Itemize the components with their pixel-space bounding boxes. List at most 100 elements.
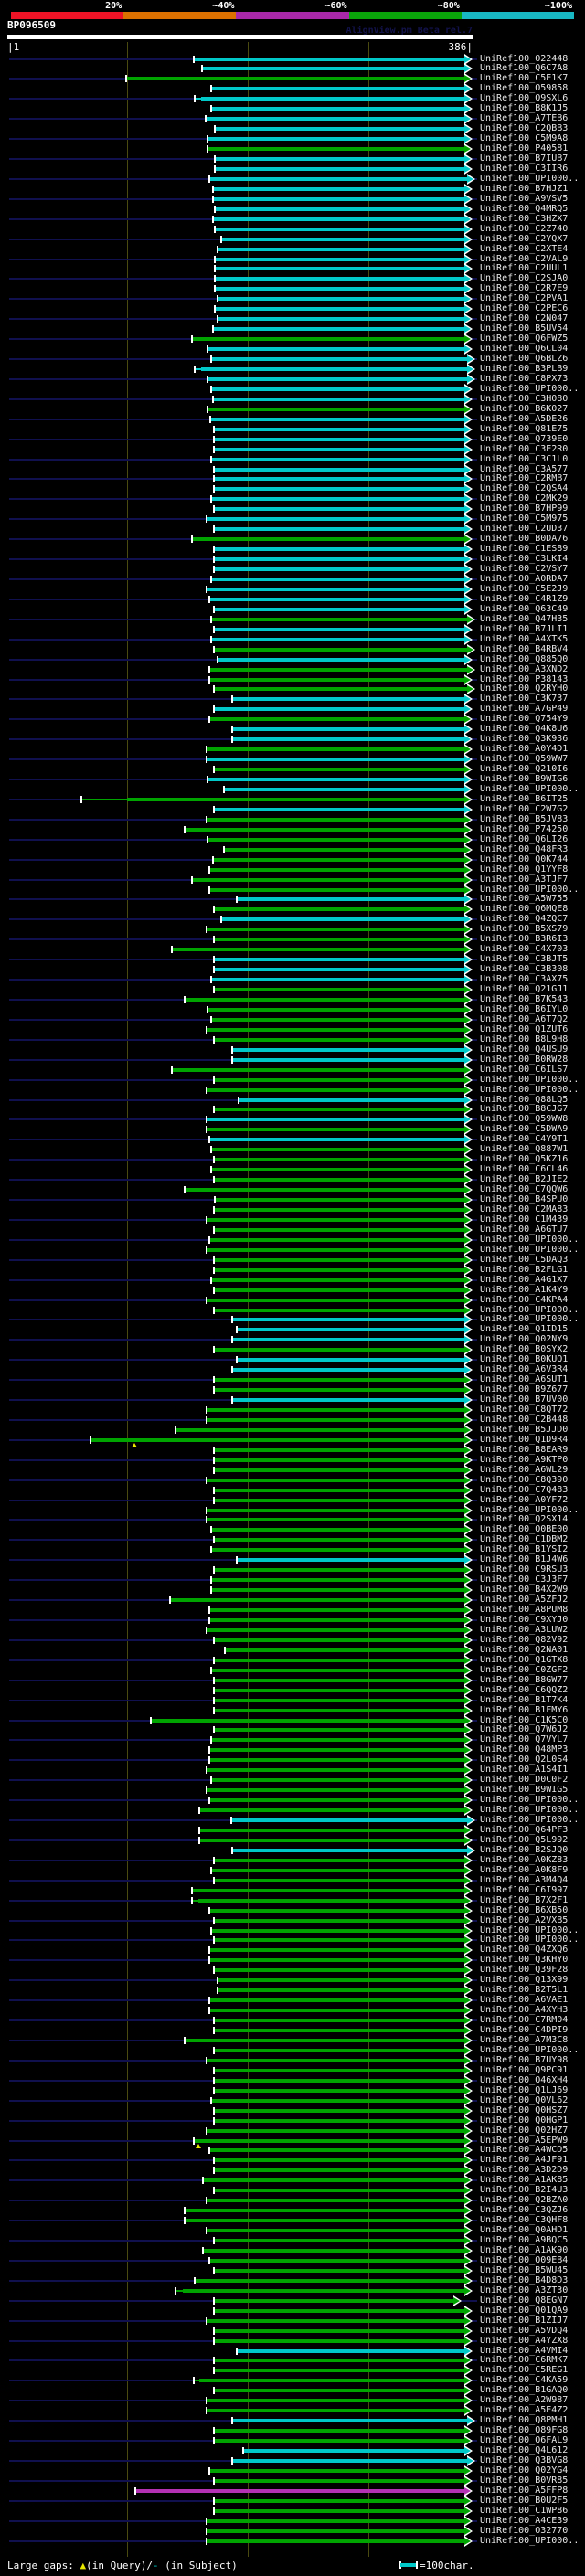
hit-label[interactable]: UniRef100_Q5L992 <box>480 1834 569 1845</box>
hit-bar[interactable] <box>214 2359 466 2363</box>
hit-bar[interactable] <box>212 217 466 221</box>
hit-label[interactable]: UniRef100_Q0K744 <box>480 853 569 864</box>
hit-label[interactable]: UniRef100_C1WP86 <box>480 2505 569 2516</box>
hit-bar[interactable] <box>211 357 469 362</box>
hit-bar[interactable] <box>208 867 466 872</box>
hit-label[interactable]: UniRef100_A0RDA7 <box>480 574 569 584</box>
hit-bar[interactable] <box>214 1678 466 1682</box>
hit-bar[interactable] <box>214 2338 466 2343</box>
hit-bar[interactable] <box>214 1488 466 1492</box>
hit-label[interactable]: UniRef100_C2XTE4 <box>480 243 569 254</box>
hit-bar[interactable] <box>207 1247 466 1252</box>
hit-label[interactable]: UniRef100_UPI000.. <box>480 1924 580 1935</box>
hit-label[interactable]: UniRef100_P38143 <box>480 673 569 684</box>
hit-bar[interactable] <box>214 1108 466 1112</box>
hit-bar[interactable] <box>211 978 466 982</box>
hit-bar[interactable] <box>214 447 466 451</box>
hit-bar[interactable] <box>214 1708 466 1712</box>
hit-label[interactable]: UniRef100_Q210I6 <box>480 764 569 775</box>
hit-bar[interactable] <box>90 1437 466 1442</box>
hit-label[interactable]: UniRef100_Q3K936 <box>480 734 569 745</box>
hit-label[interactable]: UniRef100_A2VXB5 <box>480 1914 569 1925</box>
hit-bar[interactable] <box>214 1538 466 1542</box>
hit-bar[interactable] <box>211 1928 466 1933</box>
hit-label[interactable]: UniRef100_UPI000.. <box>480 1795 580 1806</box>
hit-label[interactable]: UniRef100_Q48MP3 <box>480 1744 569 1755</box>
hit-bar[interactable] <box>211 387 466 391</box>
hit-label[interactable]: UniRef100_A0KZ83 <box>480 1854 569 1865</box>
hit-bar[interactable] <box>208 677 466 682</box>
hit-bar[interactable] <box>214 1968 466 1973</box>
hit-bar[interactable] <box>207 517 466 522</box>
hit-bar[interactable] <box>211 1528 466 1532</box>
hit-bar[interactable] <box>211 457 466 461</box>
hit-label[interactable]: UniRef100_B7HP99 <box>480 504 569 514</box>
hit-bar[interactable] <box>214 768 466 772</box>
hit-label[interactable]: UniRef100_Q7W6J2 <box>480 1724 569 1735</box>
hit-bar[interactable] <box>214 1938 466 1943</box>
hit-bar[interactable] <box>207 2058 466 2062</box>
hit-bar[interactable] <box>214 2158 466 2163</box>
hit-bar[interactable] <box>237 1328 466 1332</box>
hit-bar[interactable] <box>193 57 466 61</box>
hit-bar[interactable] <box>214 1878 466 1882</box>
hit-label[interactable]: UniRef100_A6WL29 <box>480 1464 569 1475</box>
hit-label[interactable]: UniRef100_A4JF91 <box>480 2155 569 2166</box>
hit-bar[interactable] <box>231 737 466 742</box>
hit-label[interactable]: UniRef100_Q2NA01 <box>480 1644 569 1655</box>
hit-bar[interactable] <box>214 487 466 492</box>
hit-bar[interactable] <box>211 2098 466 2103</box>
hit-bar[interactable] <box>208 1998 466 2003</box>
hit-bar[interactable] <box>200 97 466 101</box>
hit-label[interactable]: UniRef100_B6IYL0 <box>480 1003 569 1014</box>
hit-label[interactable]: UniRef100_A5FFP8 <box>480 2485 569 2496</box>
hit-label[interactable]: UniRef100_Q13X99 <box>480 1975 569 1986</box>
hit-label[interactable]: UniRef100_C7Q483 <box>480 1484 569 1495</box>
hit-bar[interactable] <box>214 2029 466 2033</box>
hit-label[interactable]: UniRef100_B1YSI2 <box>480 1544 569 1555</box>
hit-bar[interactable] <box>185 997 466 1002</box>
hit-bar[interactable] <box>211 578 466 581</box>
hit-bar[interactable] <box>214 2508 466 2513</box>
hit-label[interactable]: UniRef100_P40581 <box>480 143 569 154</box>
hit-bar[interactable] <box>207 1768 466 1773</box>
hit-label[interactable]: UniRef100_B1ZIJ7 <box>480 2315 569 2326</box>
hit-bar[interactable] <box>199 1808 466 1813</box>
hit-bar[interactable] <box>185 2209 466 2213</box>
hit-label[interactable]: UniRef100_UPI000.. <box>480 884 580 895</box>
hit-label[interactable]: UniRef100_A6T7Q2 <box>480 1013 569 1024</box>
hit-bar[interactable] <box>211 1277 466 1282</box>
hit-bar[interactable] <box>208 597 466 601</box>
hit-bar[interactable] <box>214 1658 466 1662</box>
hit-label[interactable]: UniRef100_Q4USU9 <box>480 1044 569 1055</box>
hit-label[interactable]: UniRef100_C2SJA0 <box>480 273 569 284</box>
hit-bar[interactable] <box>218 317 466 322</box>
hit-bar[interactable] <box>218 1978 466 1983</box>
hit-label[interactable]: UniRef100_B8CJG7 <box>480 1104 569 1115</box>
hit-label[interactable]: UniRef100_A3D2D9 <box>480 2165 569 2176</box>
hit-label[interactable]: UniRef100_Q6LI26 <box>480 833 569 844</box>
hit-bar[interactable] <box>126 797 466 801</box>
hit-label[interactable]: UniRef100_B8L9H8 <box>480 1034 569 1044</box>
hit-bar[interactable] <box>211 1548 466 1553</box>
hit-bar[interactable] <box>208 2148 466 2153</box>
hit-label[interactable]: UniRef100_B7IUB7 <box>480 154 569 164</box>
hit-label[interactable]: UniRef100_B3R6I3 <box>480 934 569 945</box>
hit-bar[interactable] <box>207 137 466 142</box>
hit-bar[interactable] <box>201 67 466 71</box>
hit-label[interactable]: UniRef100_Q46XH4 <box>480 2074 569 2085</box>
hit-bar[interactable] <box>214 2189 466 2193</box>
hit-bar[interactable] <box>192 877 466 882</box>
hit-label[interactable]: UniRef100_C3LKI4 <box>480 554 569 565</box>
hit-label[interactable]: UniRef100_A5E4Z2 <box>480 2405 569 2416</box>
hit-bar[interactable] <box>211 1168 466 1172</box>
hit-bar[interactable] <box>212 327 466 332</box>
hit-bar[interactable] <box>194 2278 466 2283</box>
hit-label[interactable]: UniRef100_A4WCD5 <box>480 2145 569 2156</box>
hit-bar[interactable] <box>211 1017 466 1022</box>
hit-bar[interactable] <box>208 2009 466 2013</box>
hit-bar[interactable] <box>214 2019 466 2023</box>
hit-bar[interactable] <box>231 1047 466 1052</box>
hit-bar[interactable] <box>208 1958 466 1963</box>
hit-bar[interactable] <box>199 1829 466 1832</box>
